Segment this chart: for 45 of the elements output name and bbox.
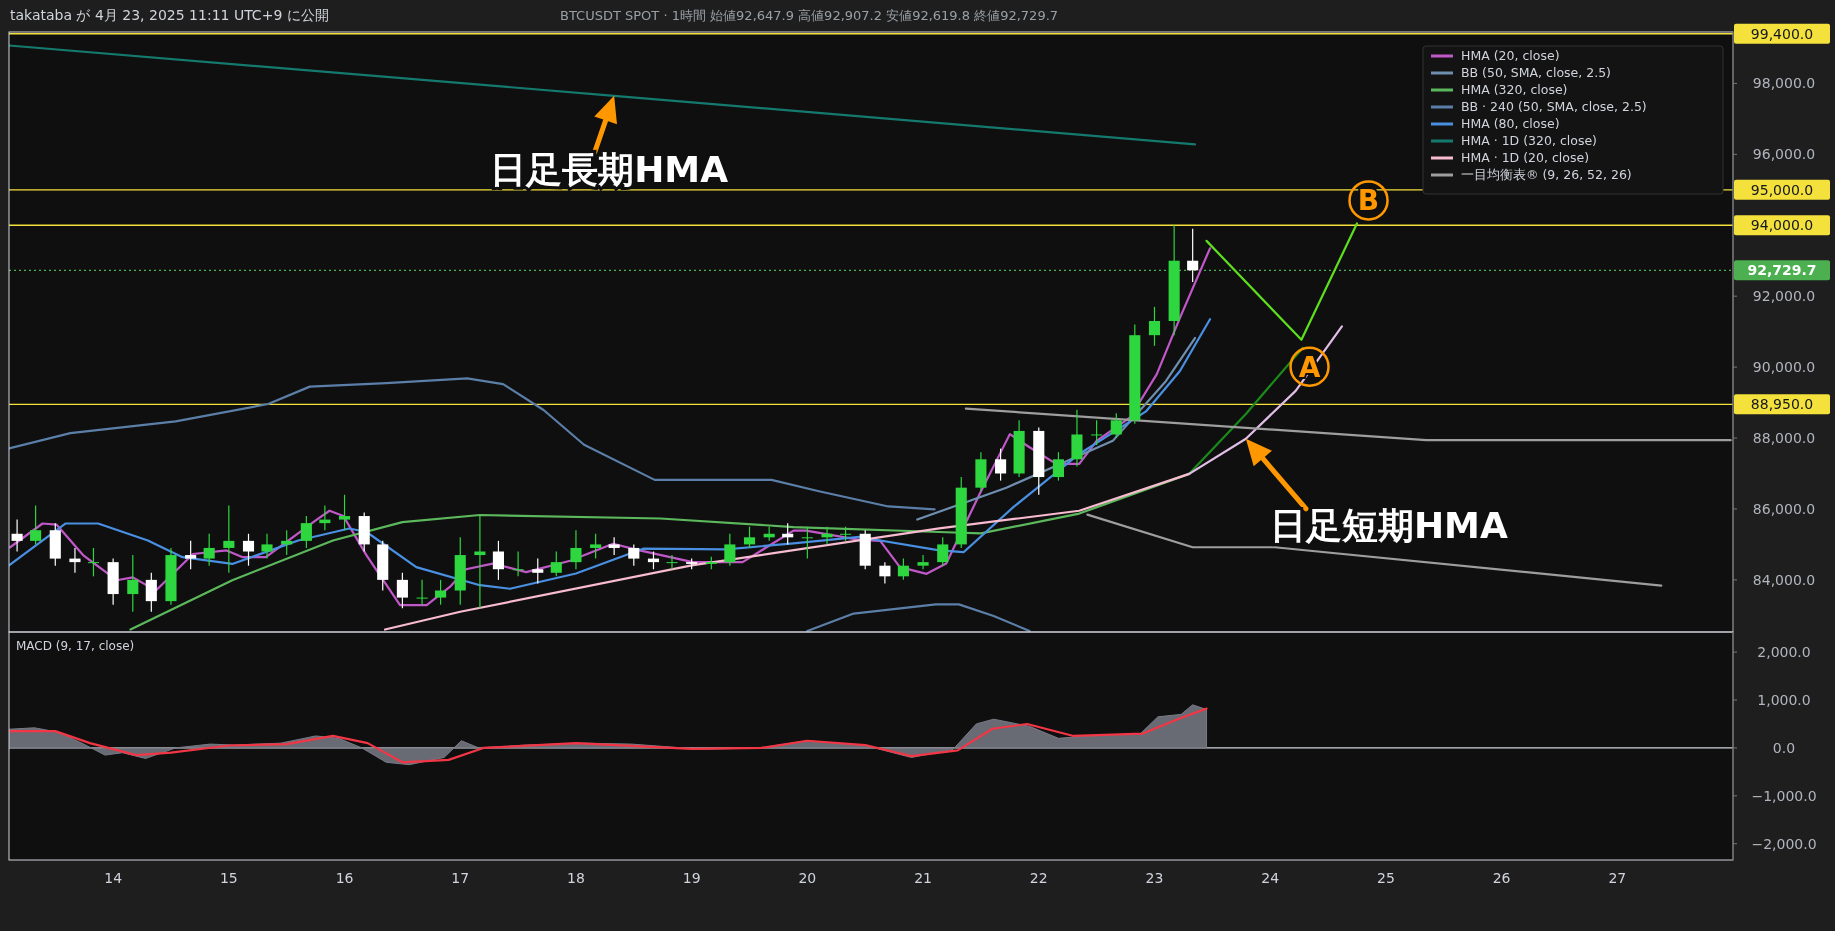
x-tick-label: 14 <box>104 870 123 886</box>
x-tick-label: 20 <box>798 870 817 886</box>
y-tick-label: 0.0 <box>1772 739 1796 756</box>
y-tick-label: 96,000.0 <box>1752 146 1816 163</box>
y-tick-label: −1,000.0 <box>1751 787 1817 804</box>
x-tick-label: 21 <box>914 870 932 886</box>
x-tick-label: 17 <box>451 870 470 886</box>
x-tick-label: 18 <box>567 870 585 886</box>
ref-line-label: 94,000.0 <box>1750 217 1814 234</box>
x-tick-label: 26 <box>1492 870 1511 886</box>
y-tick-label: 90,000.0 <box>1752 359 1816 376</box>
x-tick-label: 19 <box>682 870 701 886</box>
chart-title: takataba が 4月 23, 2025 11:11 UTC+9 に公開 <box>10 7 329 23</box>
ref-line-label: 99,400.0 <box>1750 25 1814 42</box>
legend-label: HMA (80, close) <box>1461 116 1560 131</box>
y-tick-label: 92,000.0 <box>1752 288 1816 305</box>
y-tick-label: 84,000.0 <box>1752 571 1816 588</box>
legend-label: HMA · 1D (20, close) <box>1461 150 1590 165</box>
legend-label: HMA (20, close) <box>1461 48 1560 63</box>
ref-line-label: 92,729.7 <box>1747 262 1817 279</box>
y-tick-label: 86,000.0 <box>1752 500 1816 517</box>
legend-label: BB (50, SMA, close, 2.5) <box>1461 65 1611 80</box>
x-tick-label: 15 <box>219 870 238 886</box>
y-tick-label: 98,000.0 <box>1752 75 1816 92</box>
text: MACD (9, 17, close) <box>16 639 135 653</box>
legend-label: HMA · 1D (320, close) <box>1461 133 1597 148</box>
x-tick-label: 25 <box>1376 870 1395 886</box>
ref-line-label: 88,950.0 <box>1750 396 1814 413</box>
annotation: B <box>1357 184 1380 218</box>
annotation: 日足短期HMA <box>1269 504 1508 546</box>
y-tick-label: 1,000.0 <box>1757 692 1811 709</box>
y-tick-label: 2,000.0 <box>1757 644 1811 661</box>
annotation: 日足長期HMA <box>490 148 729 190</box>
x-tick-label: 23 <box>1145 870 1164 886</box>
x-tick-label: 27 <box>1608 870 1627 886</box>
y-tick-label: 88,000.0 <box>1752 430 1816 447</box>
x-tick-label: 16 <box>335 870 354 886</box>
y-tick-label: −2,000.0 <box>1751 835 1817 852</box>
legend-label: 一目均衡表® (9, 26, 52, 26) <box>1461 167 1632 182</box>
x-tick-label: 22 <box>1029 870 1048 886</box>
ref-line-label: 95,000.0 <box>1750 181 1814 198</box>
chart-subtitle: BTCUSDT SPOT · 1時間 始値92,647.9 高値92,907.2 安値92,619.8 終値92,729.7 <box>560 8 1059 23</box>
legend-label: HMA (320, close) <box>1461 82 1568 97</box>
legend-label: BB · 240 (50, SMA, close, 2.5) <box>1461 99 1647 114</box>
x-tick-label: 24 <box>1261 870 1280 886</box>
